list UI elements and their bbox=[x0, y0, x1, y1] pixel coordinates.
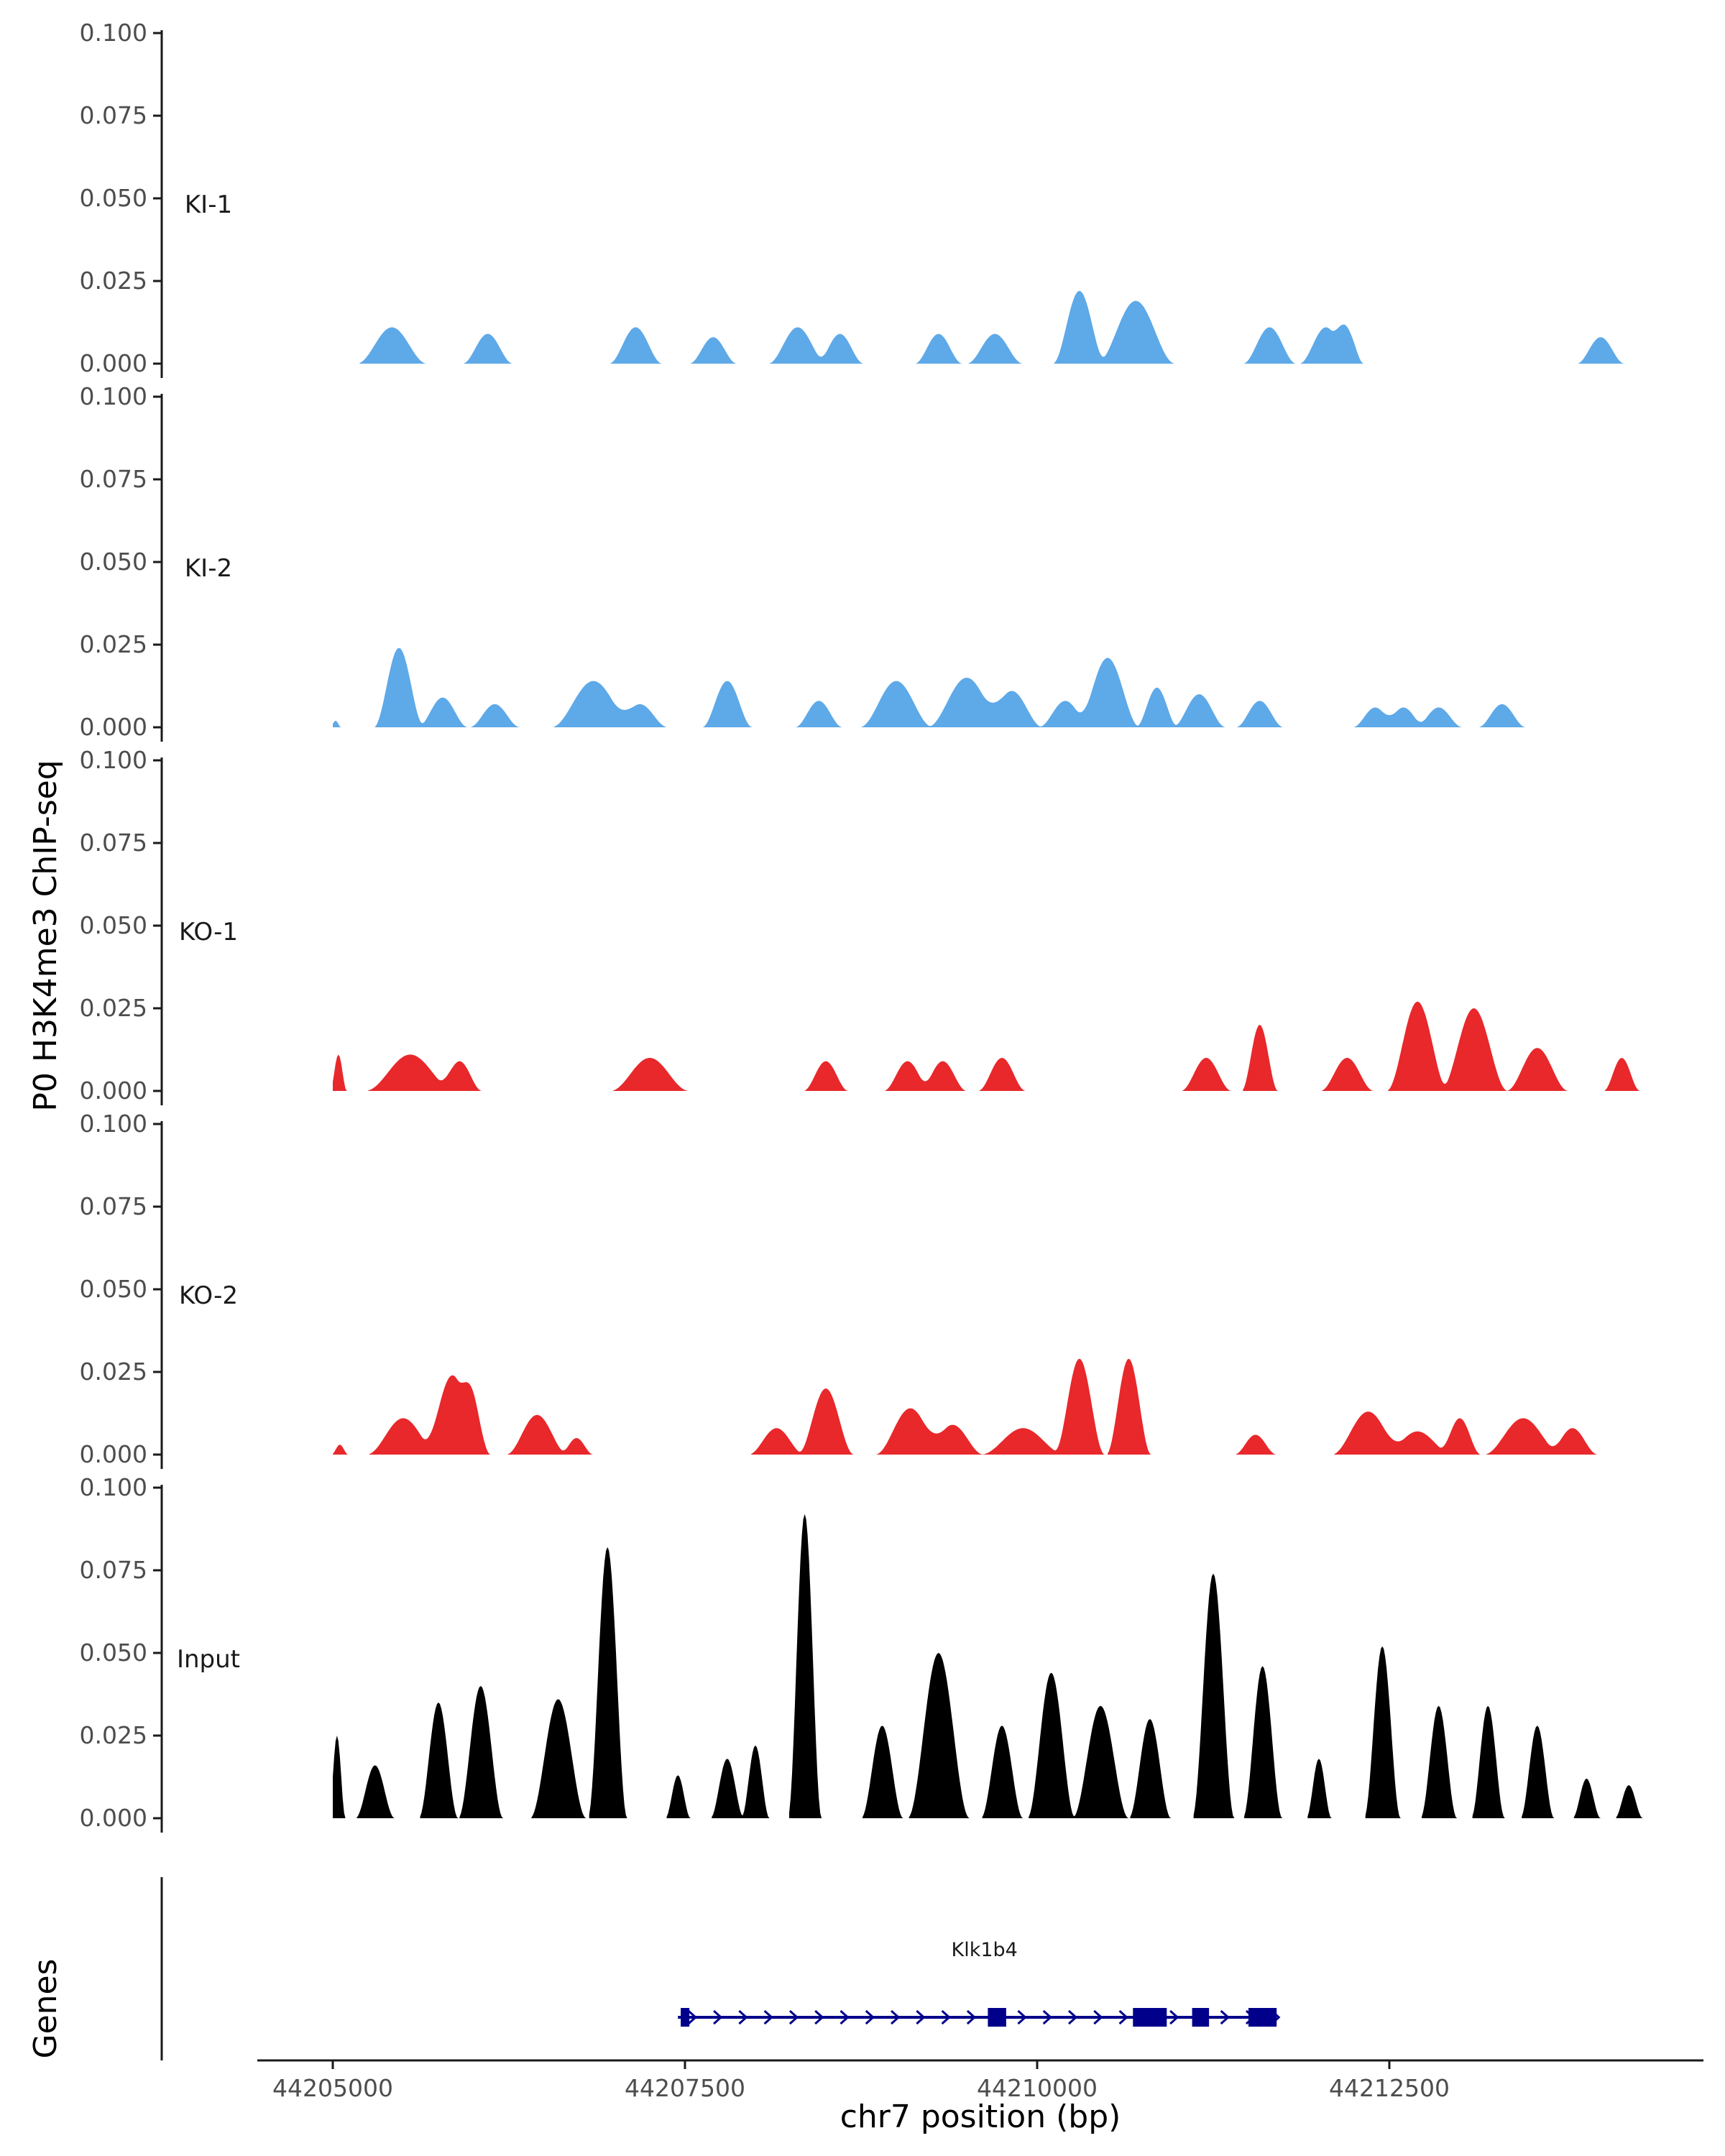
y-tick-label: 0.000 bbox=[80, 1440, 147, 1468]
coverage-area-ko-1 bbox=[333, 1001, 1640, 1091]
y-tick-label: 0.025 bbox=[80, 1358, 147, 1386]
gene-strand-arrow bbox=[1042, 2009, 1052, 2025]
gene-strand-arrow bbox=[1093, 2009, 1103, 2025]
gene-strand-arrow bbox=[713, 2009, 723, 2025]
gene-strand-arrow bbox=[687, 2009, 698, 2025]
tracks-group: 0.0000.0250.0500.0750.100KI-10.0000.0250… bbox=[80, 19, 1643, 1833]
gene-label: Klk1b4 bbox=[952, 1939, 1018, 1961]
gene-strand-arrow bbox=[1017, 2009, 1027, 2025]
y-tick-label: 0.025 bbox=[80, 630, 147, 658]
x-tick-label: 44210000 bbox=[977, 2074, 1098, 2102]
gene-strand-arrow bbox=[1067, 2009, 1078, 2025]
x-tick-label: 44205000 bbox=[272, 2074, 393, 2102]
x-tick-label: 44212500 bbox=[1329, 2074, 1450, 2102]
gene-exon bbox=[681, 2008, 690, 2027]
y-tick-label: 0.000 bbox=[80, 1804, 147, 1832]
y-tick-label: 0.075 bbox=[80, 829, 147, 857]
y-tick-label: 0.075 bbox=[80, 1192, 147, 1220]
genes-panel: Klk1b4 bbox=[160, 1877, 1281, 2060]
genes-axis-title: Genes bbox=[27, 1958, 64, 2058]
y-tick-label: 0.050 bbox=[80, 1639, 147, 1667]
gene-strand-arrow bbox=[916, 2009, 926, 2025]
gene-strand-arrow bbox=[814, 2009, 824, 2025]
y-tick-label: 0.100 bbox=[80, 19, 147, 47]
y-tick-label: 0.075 bbox=[80, 465, 147, 493]
track-ki-2: 0.000 0.025 0.050 0.075 0.100 KI-2 bbox=[80, 382, 1527, 742]
track-label: KI-1 bbox=[185, 190, 232, 219]
y-tick-label: 0.050 bbox=[80, 1275, 147, 1303]
track-input: 0.000 0.025 0.050 0.075 0.100 Input bbox=[80, 1473, 1643, 1833]
gene-strand-arrow bbox=[966, 2009, 977, 2025]
gene-exon bbox=[988, 2008, 1006, 2027]
track-label: KO-2 bbox=[179, 1281, 238, 1310]
y-tick-label: 0.000 bbox=[80, 1077, 147, 1105]
x-axis: 44205000 44207500 44210000 44212500 bbox=[257, 2059, 1703, 2102]
y-tick-label: 0.100 bbox=[80, 746, 147, 774]
track-label: KI-2 bbox=[185, 554, 232, 583]
gene-strand-arrow bbox=[891, 2009, 901, 2025]
x-axis-title: chr7 position (bp) bbox=[840, 2099, 1121, 2135]
y-tick-label: 0.100 bbox=[80, 1110, 147, 1138]
y-tick-label: 0.050 bbox=[80, 911, 147, 939]
coverage-area-ko-2 bbox=[333, 1358, 1598, 1455]
gene-strand-arrow bbox=[941, 2009, 951, 2025]
gene-strand-arrow bbox=[788, 2009, 799, 2025]
y-tick-label: 0.100 bbox=[80, 1473, 147, 1501]
y-axis-title: P0 H3K4me3 ChIP-seq bbox=[27, 760, 64, 1111]
coverage-area-ki-2 bbox=[333, 648, 1527, 727]
gene-exon bbox=[1192, 2008, 1210, 2027]
track-ko-1: 0.000 0.025 0.050 0.075 0.100 KO-1 bbox=[80, 746, 1640, 1105]
track-ki-1: 0.000 0.025 0.050 0.075 0.100 KI-1 bbox=[80, 19, 1625, 378]
y-tick-label: 0.000 bbox=[80, 349, 147, 377]
y-tick-label: 0.075 bbox=[80, 101, 147, 129]
y-tick-label: 0.050 bbox=[80, 548, 147, 576]
coverage-area-input bbox=[333, 1514, 1643, 1818]
x-tick-label: 44207500 bbox=[625, 2074, 745, 2102]
y-tick-label: 0.075 bbox=[80, 1556, 147, 1584]
gene-exon bbox=[1133, 2008, 1167, 2027]
y-tick-label: 0.050 bbox=[80, 184, 147, 212]
y-tick-label: 0.025 bbox=[80, 267, 147, 295]
gene-strand-arrow bbox=[738, 2009, 748, 2025]
gene-strand-arrow bbox=[865, 2009, 875, 2025]
gene-strand-arrow bbox=[1118, 2009, 1128, 2025]
gene-exon bbox=[1248, 2008, 1277, 2027]
gene-strand-arrow bbox=[840, 2009, 850, 2025]
y-tick-label: 0.100 bbox=[80, 382, 147, 410]
track-label: KO-1 bbox=[179, 918, 238, 946]
gene-strand-arrow bbox=[763, 2009, 773, 2025]
y-tick-label: 0.025 bbox=[80, 1721, 147, 1749]
y-tick-label: 0.000 bbox=[80, 713, 147, 741]
track-ko-2: 0.000 0.025 0.050 0.075 0.100 KO-2 bbox=[80, 1110, 1598, 1469]
gene-strand-arrow bbox=[1169, 2009, 1179, 2025]
y-tick-label: 0.025 bbox=[80, 994, 147, 1022]
gene-strand-arrow bbox=[1220, 2009, 1230, 2025]
track-label: Input bbox=[177, 1645, 240, 1674]
coverage-area-ki-1 bbox=[359, 290, 1625, 364]
